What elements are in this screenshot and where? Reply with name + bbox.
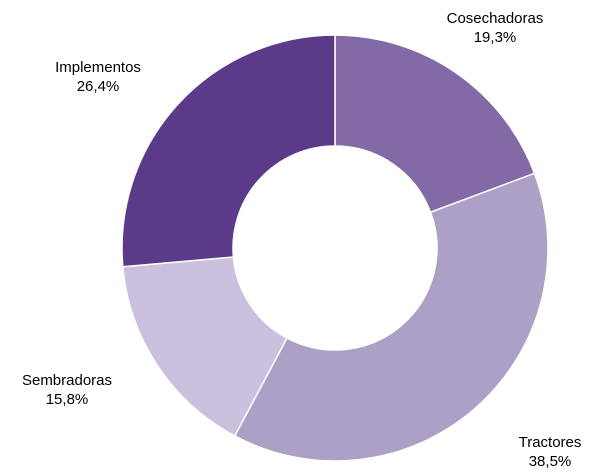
slice-tractores	[233, 172, 549, 462]
slice-name-implementos: Implementos	[55, 59, 141, 76]
slice-implementos	[121, 34, 336, 268]
slice-name-tractores: Tractores	[519, 434, 582, 451]
donut-labels: Cosechadoras 19,3% Tractores 38,5% Sembrador…	[22, 10, 581, 470]
slice-label-cosechadoras: Cosechadoras 19,3%	[447, 10, 544, 46]
slice-percent-cosechadoras: 19,3%	[474, 29, 517, 46]
slice-label-implementos: Implementos 26,4%	[55, 59, 141, 95]
slice-label-tractores: Tractores 38,5%	[519, 434, 582, 470]
donut-slices	[121, 34, 549, 462]
slice-percent-sembradoras: 15,8%	[46, 391, 89, 408]
slice-percent-tractores: 38,5%	[529, 453, 572, 470]
slice-name-sembradoras: Sembradoras	[22, 372, 112, 389]
slice-percent-implementos: 26,4%	[77, 78, 120, 95]
slice-sembradoras	[122, 256, 289, 437]
slice-name-cosechadoras: Cosechadoras	[447, 10, 544, 27]
slice-cosechadoras	[334, 34, 536, 214]
slice-label-sembradoras: Sembradoras 15,8%	[22, 372, 112, 408]
